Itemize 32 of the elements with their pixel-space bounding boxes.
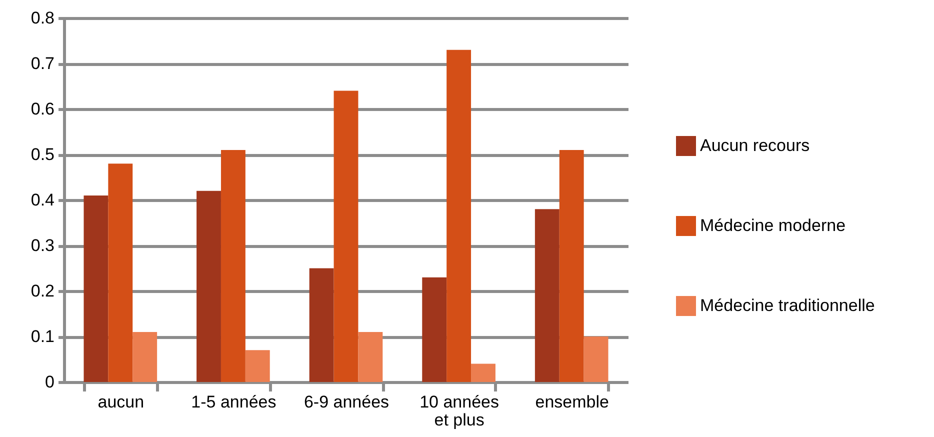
bar — [471, 364, 496, 382]
y-tick-label: 0.5 — [30, 145, 54, 164]
legend-label: Médecine traditionnelle — [700, 296, 875, 315]
bar — [132, 332, 158, 382]
x-tick-label: ensemble — [535, 392, 609, 412]
bar — [108, 164, 133, 382]
y-tick-label: 0.3 — [30, 236, 54, 255]
bar — [220, 150, 246, 382]
bar — [358, 332, 383, 382]
legend-label: Médecine moderne — [700, 216, 846, 235]
y-tick-label: 0 — [45, 372, 54, 392]
bar — [422, 277, 447, 382]
bar — [245, 350, 270, 382]
bar — [534, 209, 560, 382]
bar — [559, 150, 584, 382]
x-tick-label: aucun — [98, 392, 144, 412]
y-tick-label: 0.7 — [30, 54, 54, 73]
bar — [446, 50, 472, 382]
bar — [196, 190, 221, 382]
x-tick-label: 1-5 années — [191, 392, 276, 412]
y-tick-label: 0.1 — [30, 327, 54, 346]
x-tick-label: 6-9 années — [304, 392, 390, 412]
bar — [84, 195, 108, 382]
legend-label: Aucun recours — [700, 136, 810, 155]
bar — [334, 90, 358, 382]
x-tick-label: 10 années et plus — [420, 392, 500, 430]
y-tick-label: 0.8 — [30, 8, 54, 28]
y-tick-label: 0.2 — [30, 282, 54, 300]
bar — [584, 336, 608, 382]
y-tick-label: 0.4 — [30, 190, 54, 210]
y-tick-label: 0.6 — [30, 100, 54, 118]
bar — [309, 268, 334, 382]
